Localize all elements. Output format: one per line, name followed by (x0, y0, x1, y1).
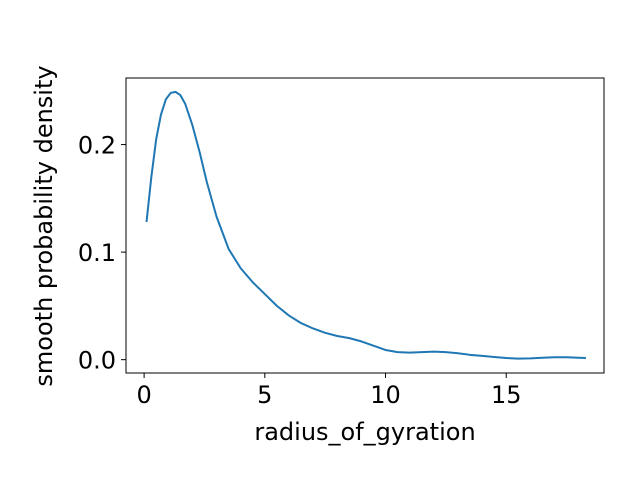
density-line-0 (145, 90, 586, 360)
y-tick-label: 0.2 (78, 132, 116, 160)
x-tick-label: 0 (136, 381, 151, 409)
y-tick-label: 0.0 (78, 347, 116, 375)
axes-frame (125, 77, 605, 374)
y-axis: 0.0 0.1 0.2 (78, 132, 126, 375)
y-tick-label: 0.1 (78, 239, 116, 267)
x-axis-label: radius_of_gyration (254, 418, 475, 446)
x-tick-label: 10 (370, 381, 401, 409)
x-axis: 0 5 10 15 (136, 373, 522, 409)
x-tick-label: 5 (257, 381, 272, 409)
x-tick-label: 15 (491, 381, 522, 409)
y-axis-label: smooth probability density (30, 65, 58, 386)
plot-area (145, 90, 586, 360)
